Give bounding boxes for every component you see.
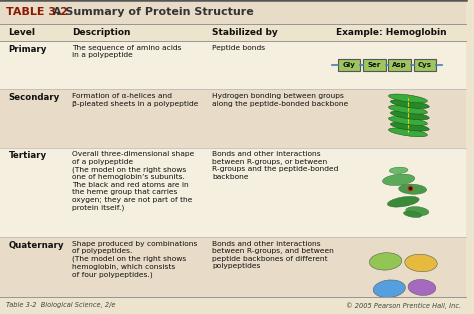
- FancyBboxPatch shape: [363, 59, 385, 71]
- Text: © 2005 Pearson Prentice Hall, Inc.: © 2005 Pearson Prentice Hall, Inc.: [346, 302, 461, 309]
- Text: Cys: Cys: [418, 62, 432, 68]
- FancyBboxPatch shape: [388, 59, 411, 71]
- Ellipse shape: [369, 253, 402, 270]
- Ellipse shape: [389, 128, 428, 137]
- Ellipse shape: [383, 174, 415, 186]
- Text: Ser: Ser: [368, 62, 381, 68]
- Text: Shape produced by combinations
of polypeptides.
(The model on the right shows
he: Shape produced by combinations of polype…: [72, 241, 198, 278]
- FancyBboxPatch shape: [0, 237, 466, 314]
- FancyBboxPatch shape: [0, 24, 466, 41]
- Text: TABLE 3.2: TABLE 3.2: [6, 7, 68, 17]
- Text: Gly: Gly: [343, 62, 356, 68]
- FancyBboxPatch shape: [0, 89, 466, 148]
- Ellipse shape: [387, 196, 419, 207]
- Ellipse shape: [373, 280, 405, 298]
- Text: Description: Description: [72, 28, 131, 37]
- Text: Bonds and other interactions
between R-groups, and between
peptide backbones of : Bonds and other interactions between R-g…: [212, 241, 334, 269]
- Ellipse shape: [391, 100, 429, 108]
- Text: Formation of α-helices and
β-pleated sheets in a polypeptide: Formation of α-helices and β-pleated she…: [72, 93, 199, 107]
- Text: Tertiary: Tertiary: [9, 151, 46, 160]
- FancyBboxPatch shape: [0, 297, 466, 314]
- Text: Overall three-dimensional shape
of a polypeptide
(The model on the right shows
o: Overall three-dimensional shape of a pol…: [72, 151, 194, 211]
- FancyBboxPatch shape: [0, 148, 466, 237]
- Ellipse shape: [403, 211, 422, 218]
- FancyBboxPatch shape: [413, 59, 436, 71]
- Text: Level: Level: [9, 28, 36, 37]
- Text: Table 3-2  Biological Science, 2/e: Table 3-2 Biological Science, 2/e: [6, 302, 115, 308]
- Text: Example: Hemoglobin: Example: Hemoglobin: [336, 28, 447, 37]
- Ellipse shape: [399, 184, 427, 194]
- Ellipse shape: [391, 111, 429, 120]
- Text: Hydrogen bonding between groups
along the peptide-bonded backbone: Hydrogen bonding between groups along th…: [212, 93, 348, 107]
- Text: Peptide bonds: Peptide bonds: [212, 45, 265, 51]
- Ellipse shape: [389, 117, 428, 125]
- Text: The sequence of amino acids
in a polypeptide: The sequence of amino acids in a polypep…: [72, 45, 182, 58]
- Text: Primary: Primary: [9, 45, 47, 54]
- Ellipse shape: [406, 207, 429, 216]
- FancyBboxPatch shape: [0, 0, 466, 24]
- Text: A Summary of Protein Structure: A Summary of Protein Structure: [49, 7, 254, 17]
- Ellipse shape: [389, 106, 428, 114]
- Ellipse shape: [405, 254, 437, 272]
- FancyBboxPatch shape: [0, 41, 466, 89]
- Text: Bonds and other interactions
between R-groups, or between
R-groups and the pepti: Bonds and other interactions between R-g…: [212, 151, 338, 180]
- Ellipse shape: [391, 122, 429, 131]
- Text: Stabilized by: Stabilized by: [212, 28, 278, 37]
- Text: Asp: Asp: [392, 62, 407, 68]
- Ellipse shape: [389, 94, 428, 103]
- Text: Quaternary: Quaternary: [9, 241, 64, 250]
- Ellipse shape: [389, 167, 408, 174]
- Text: Secondary: Secondary: [9, 93, 60, 102]
- Ellipse shape: [408, 279, 436, 295]
- FancyBboxPatch shape: [338, 59, 360, 71]
